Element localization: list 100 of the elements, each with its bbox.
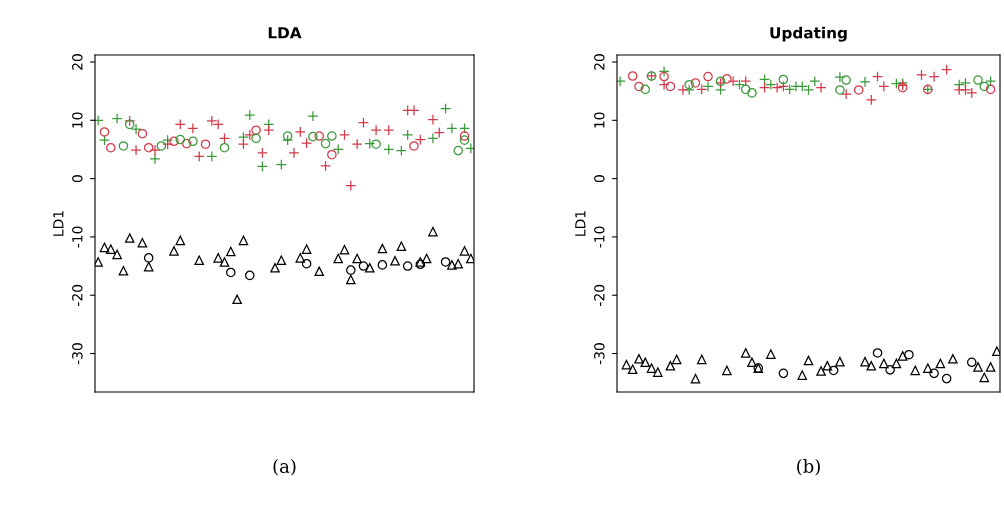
point [314, 266, 325, 277]
point [778, 368, 789, 379]
point [866, 360, 877, 371]
point [640, 84, 651, 95]
point [371, 139, 381, 149]
point [181, 138, 192, 149]
point [885, 365, 895, 375]
point [294, 126, 306, 138]
point [408, 104, 420, 116]
point [835, 356, 845, 367]
point [301, 137, 313, 149]
point [169, 246, 179, 256]
point [759, 82, 771, 94]
point [244, 270, 255, 281]
point [973, 75, 983, 85]
point [390, 256, 400, 266]
point [226, 246, 236, 257]
point [118, 141, 129, 151]
point [696, 354, 707, 365]
point [966, 87, 978, 99]
point [352, 253, 362, 264]
point [778, 74, 789, 85]
point [459, 246, 470, 256]
point [879, 358, 889, 369]
point [111, 113, 123, 125]
point [364, 263, 375, 273]
point [276, 255, 287, 266]
point [206, 150, 218, 162]
y-tick-label: 20 [594, 54, 605, 70]
point [256, 147, 268, 159]
point [677, 84, 689, 96]
point [453, 145, 464, 156]
point [187, 122, 199, 134]
point [194, 255, 205, 266]
point [200, 139, 211, 149]
point [370, 124, 382, 136]
point [105, 244, 116, 254]
point [345, 180, 357, 192]
point [383, 143, 395, 155]
point [765, 79, 777, 91]
point [822, 360, 833, 371]
point [440, 257, 451, 267]
point [840, 88, 852, 100]
point [759, 74, 771, 85]
chart-title: LDA [268, 27, 302, 39]
point [327, 149, 337, 160]
point [409, 141, 419, 151]
point [308, 131, 318, 142]
point [459, 122, 471, 134]
point [923, 363, 933, 373]
point [985, 362, 996, 372]
point [771, 82, 783, 94]
point [985, 75, 997, 87]
point [928, 71, 940, 83]
point [948, 353, 958, 364]
y-tick-label: 10 [594, 112, 605, 128]
point [841, 75, 851, 85]
point [346, 265, 356, 275]
y-axis-title: LD1 [575, 211, 586, 236]
point [256, 160, 268, 172]
y-tick-label: -30 [594, 343, 605, 365]
point [98, 134, 110, 146]
point [118, 265, 129, 276]
point [860, 356, 870, 367]
point [244, 129, 256, 141]
point [658, 79, 670, 91]
point [658, 65, 670, 77]
point [904, 349, 914, 360]
point [124, 119, 135, 130]
point [816, 366, 826, 376]
point [288, 147, 300, 159]
point [130, 144, 142, 156]
point [307, 110, 319, 122]
point [149, 153, 161, 165]
point [295, 253, 306, 263]
point [440, 103, 452, 115]
point [459, 131, 470, 141]
point [263, 124, 275, 136]
point [396, 241, 407, 252]
point [659, 71, 669, 82]
point [966, 357, 977, 368]
point [213, 253, 223, 263]
point [219, 257, 230, 267]
point [834, 71, 846, 83]
point [332, 143, 344, 155]
point [853, 85, 864, 95]
point [314, 131, 325, 141]
point [427, 132, 439, 144]
point [897, 351, 908, 361]
point [357, 117, 369, 129]
point [427, 114, 439, 126]
y-tick-label: 20 [72, 54, 83, 70]
point [137, 237, 148, 248]
point [414, 134, 426, 146]
point [985, 84, 996, 95]
point [193, 150, 205, 162]
point [828, 365, 839, 376]
point [777, 80, 789, 92]
point [99, 242, 110, 253]
point [653, 367, 663, 377]
